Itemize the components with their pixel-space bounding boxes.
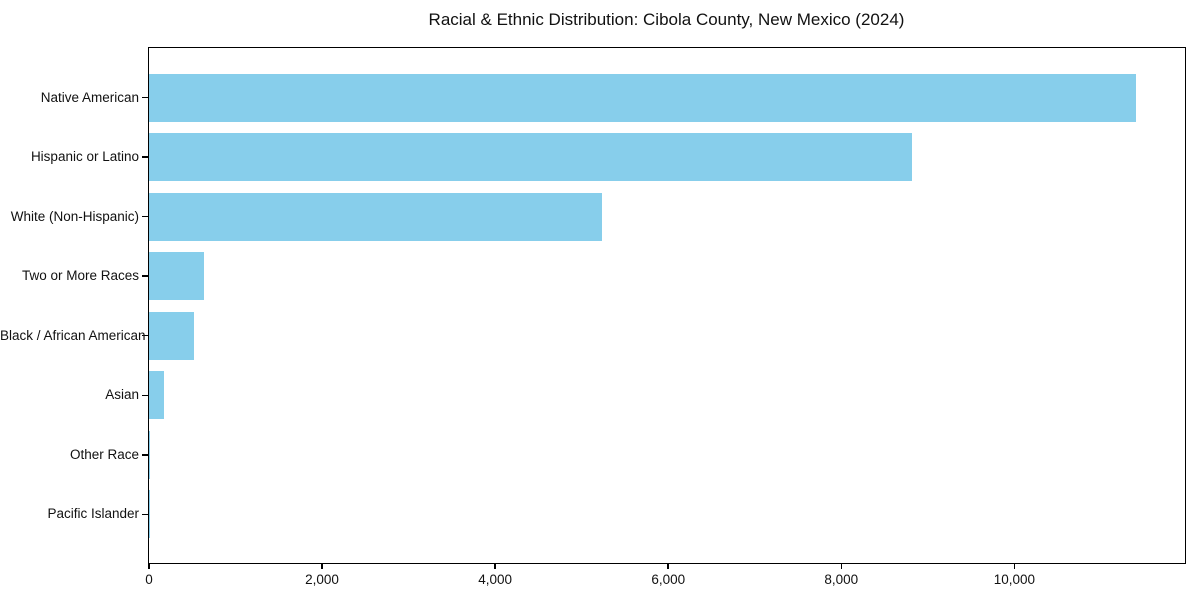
y-tick-label-asian: Asian (105, 387, 139, 403)
y-tick-label-two-or-more-races: Two or More Races (21, 268, 139, 284)
y-tick-mark (142, 513, 148, 516)
y-tick-mark (142, 394, 148, 396)
y-tick-label-pacific-islander: Pacific Islander (47, 506, 139, 522)
y-tick-mark (142, 156, 148, 158)
y-tick-label-native-american: Native American (40, 89, 139, 105)
x-tick-label-8-000: 8,000 (824, 572, 859, 587)
y-tick-mark (142, 275, 148, 277)
y-tick-mark (142, 334, 148, 337)
x-tick-label-4-000: 4,000 (478, 572, 513, 587)
chart-title: Racial & Ethnic Distribution: Cibola Cou… (428, 10, 905, 29)
y-tick-mark (142, 96, 148, 99)
y-tick-label-black-african-american: Black / African American (0, 327, 146, 343)
x-tick-label-2-000: 2,000 (305, 572, 339, 587)
y-tick-mark (142, 454, 148, 456)
x-tick-label-0: 0 (145, 572, 153, 587)
y-tick-label-white-non-hispanic: White (Non-Hispanic) (10, 208, 139, 224)
x-tick-mark (840, 563, 843, 569)
x-tick-mark (321, 563, 323, 569)
x-tick-mark (667, 563, 669, 569)
x-tick-mark (148, 563, 150, 569)
y-tick-mark (142, 215, 148, 218)
y-tick-label-hispanic-or-latino: Hispanic or Latino (30, 149, 139, 165)
x-tick-mark (1013, 563, 1016, 569)
x-tick-label-6-000: 6,000 (651, 572, 686, 587)
y-tick-label-other-race: Other Race (69, 446, 139, 462)
x-tick-mark (494, 563, 496, 569)
x-tick-label-10-000: 10,000 (993, 572, 1036, 587)
